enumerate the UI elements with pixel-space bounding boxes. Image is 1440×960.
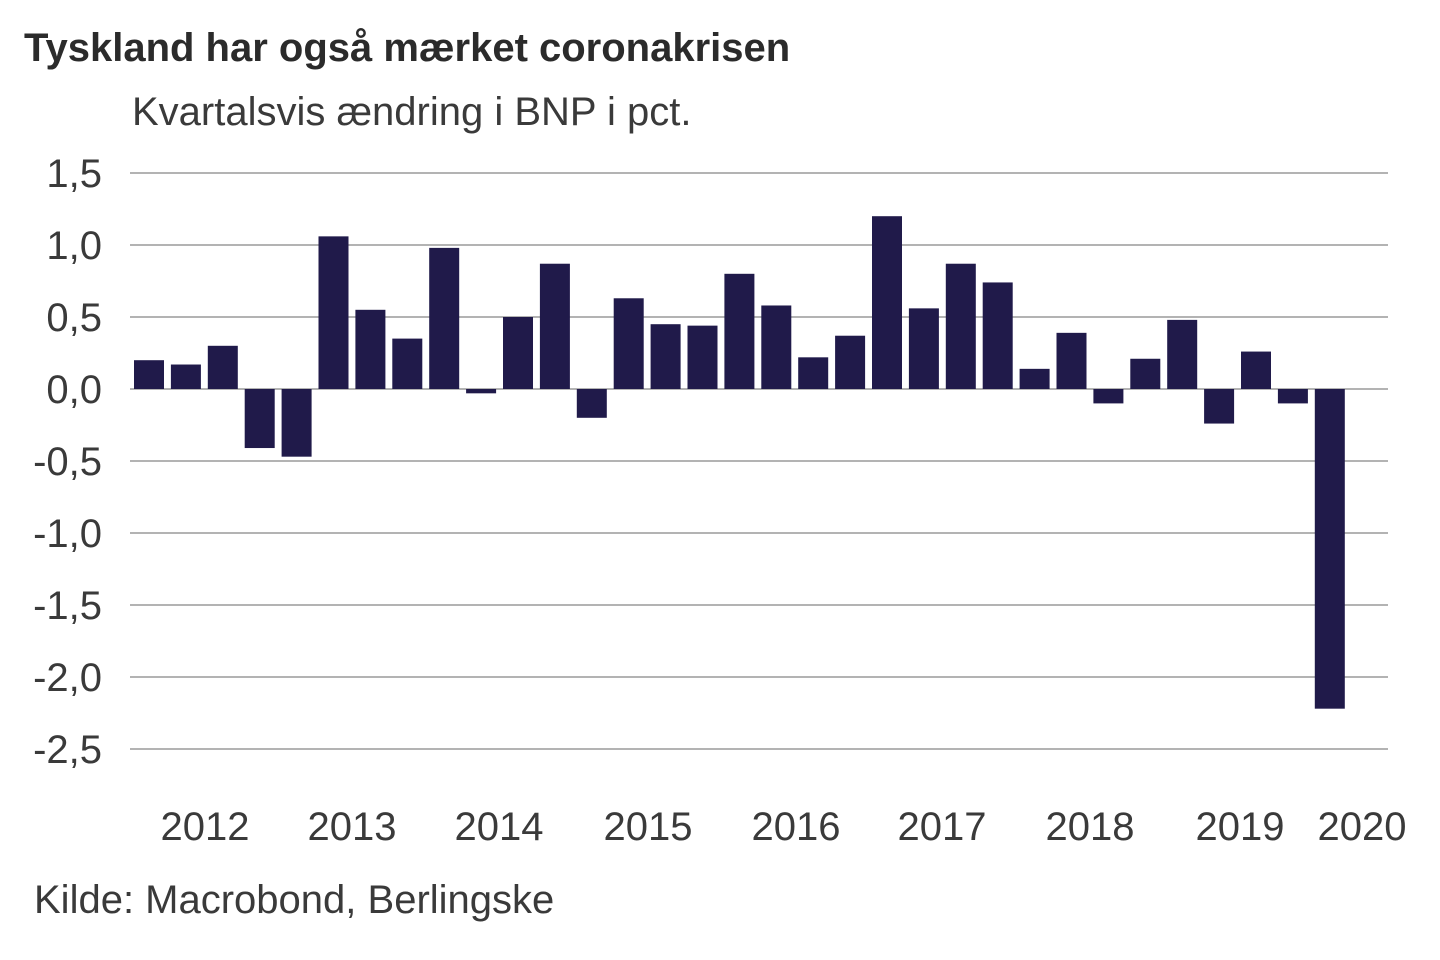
y-tick-label: -0,5 bbox=[33, 440, 102, 484]
bar-2016Q4 bbox=[798, 357, 829, 389]
source-note: Kilde: Macrobond, Berlingske bbox=[34, 878, 555, 922]
bar-2014Q2 bbox=[429, 247, 460, 389]
bar-2018Q4 bbox=[1093, 389, 1124, 404]
bar-2012Q4 bbox=[207, 345, 238, 389]
y-tick-label: -2,0 bbox=[33, 656, 102, 700]
chart-title: Tyskland har også mærket coronakrisen bbox=[24, 26, 791, 70]
x-tick-label: 2015 bbox=[604, 805, 693, 849]
bar-2013Q2 bbox=[281, 389, 312, 457]
y-tick-label: 0,0 bbox=[46, 368, 102, 412]
bar-2015Q4 bbox=[650, 324, 681, 389]
bar-2017Q1 bbox=[835, 335, 866, 389]
bar-2013Q1 bbox=[244, 389, 275, 449]
chart-subtitle: Kvartalsvis ændring i BNP i pct. bbox=[132, 90, 692, 134]
bar-2019Q3 bbox=[1204, 389, 1235, 424]
bar-2017Q2 bbox=[872, 216, 902, 389]
bar-2018Q1 bbox=[982, 282, 1013, 389]
x-tick-label: 2017 bbox=[898, 805, 987, 849]
y-tick-label: 0,5 bbox=[46, 296, 102, 340]
y-tick-label: 1,0 bbox=[46, 224, 102, 268]
bar-2014Q4 bbox=[503, 317, 533, 389]
bar-2015Q1 bbox=[539, 263, 570, 389]
bar-2012Q2 bbox=[134, 360, 164, 389]
bar-2016Q3 bbox=[761, 305, 792, 389]
y-tick-label: -2,5 bbox=[33, 728, 102, 772]
x-tick-label: 2019 bbox=[1196, 805, 1285, 849]
bar-2020Q2 bbox=[1314, 389, 1345, 709]
y-tick-label: 1,5 bbox=[46, 152, 102, 196]
x-axis-ticks: 2012 2013 2014 2015 2016 2017 2018 2019 2020 bbox=[161, 805, 1407, 849]
bar-2012Q3 bbox=[170, 364, 201, 389]
bar-2016Q1 bbox=[687, 325, 718, 389]
bar-2019Q2 bbox=[1167, 319, 1198, 389]
bar-2020Q1 bbox=[1277, 389, 1308, 404]
x-tick-label: 2020 bbox=[1318, 805, 1407, 849]
bar-2013Q3 bbox=[318, 236, 349, 389]
bars bbox=[134, 216, 1345, 709]
bar-2015Q2 bbox=[576, 389, 607, 418]
bar-2018Q2 bbox=[1019, 368, 1050, 389]
bar-2017Q4 bbox=[945, 263, 976, 389]
x-tick-label: 2013 bbox=[308, 805, 397, 849]
bar-2013Q4 bbox=[355, 309, 386, 389]
bar-2019Q1 bbox=[1130, 358, 1161, 389]
bar-2017Q3 bbox=[908, 308, 939, 389]
x-tick-label: 2016 bbox=[752, 805, 841, 849]
x-tick-label: 2012 bbox=[161, 805, 250, 849]
y-tick-label: -1,0 bbox=[33, 512, 102, 556]
bar-2016Q2 bbox=[724, 273, 755, 389]
bar-2018Q3 bbox=[1056, 332, 1087, 389]
bar-2019Q4 bbox=[1241, 351, 1271, 389]
bar-2014Q3 bbox=[466, 389, 497, 394]
x-tick-label: 2014 bbox=[455, 805, 544, 849]
bar-2015Q3 bbox=[613, 298, 644, 389]
bar-2014Q1 bbox=[392, 338, 423, 389]
y-axis-ticks: 1,5 1,0 0,5 0,0 -0,5 -1,0 -1,5 -2,0 -2,5 bbox=[33, 152, 102, 772]
x-tick-label: 2018 bbox=[1046, 805, 1135, 849]
y-tick-label: -1,5 bbox=[33, 584, 102, 628]
